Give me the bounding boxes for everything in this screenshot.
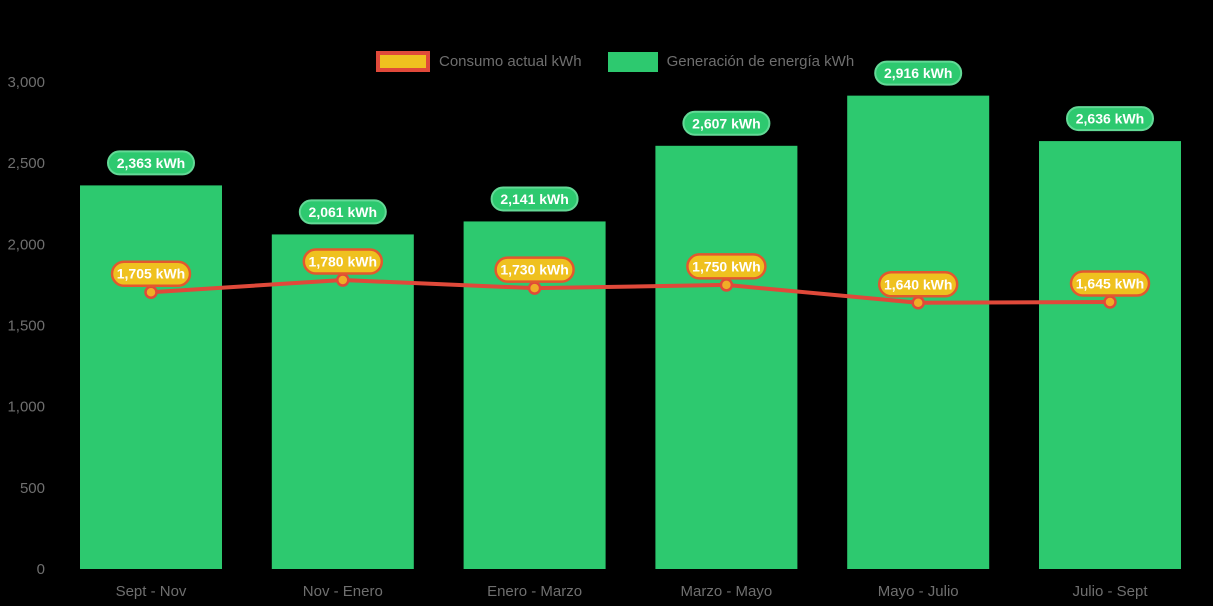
bar-value-label: 2,636 kWh — [1076, 111, 1144, 127]
line-value-label: 1,730 kWh — [500, 262, 568, 278]
line-value-badge — [877, 271, 959, 298]
consumo-legend-swatch — [376, 51, 430, 72]
y-axis-tick-label: 0 — [37, 561, 45, 578]
line-value-badge — [686, 253, 767, 280]
bar-value-label: 2,363 kWh — [117, 155, 185, 171]
x-axis-label: Sept - Nov — [116, 583, 187, 600]
line-point[interactable] — [336, 273, 350, 287]
bar-generacion[interactable] — [80, 185, 222, 570]
x-axis-label: Nov - Enero — [303, 583, 383, 600]
line-value-label: 1,750 kWh — [692, 258, 760, 274]
bar-value-badge — [874, 60, 963, 86]
line-value-badge — [1069, 270, 1151, 297]
line-value-label: 1,705 kWh — [117, 266, 185, 282]
generacion-legend-swatch — [607, 51, 658, 72]
line-point[interactable] — [1103, 295, 1117, 309]
line-value-label: 1,645 kWh — [1076, 275, 1144, 291]
line-value-label: 1,640 kWh — [884, 276, 952, 292]
x-axis-label: Julio - Sept — [1072, 583, 1148, 600]
chart-legend: Consumo actual kWh Generación de energía… — [376, 51, 854, 72]
y-axis-tick-label: 3,000 — [7, 74, 45, 91]
bar-value-badge — [682, 110, 771, 136]
line-point[interactable] — [719, 278, 734, 292]
line-value-badge — [110, 260, 192, 287]
y-axis-tick-label: 2,000 — [7, 236, 45, 253]
bar-generacion[interactable] — [847, 95, 990, 570]
bar-value-badge — [298, 199, 387, 225]
y-axis-tick-label: 1,000 — [7, 399, 45, 416]
consumo-line — [149, 278, 1112, 305]
bar-value-label: 2,916 kWh — [884, 65, 952, 81]
line-point[interactable] — [527, 281, 542, 295]
line-value-badge — [302, 248, 384, 275]
bar-generacion[interactable] — [655, 145, 798, 569]
bar-value-badge — [107, 150, 195, 176]
bar-value-badge — [1066, 106, 1154, 132]
bar-value-label: 2,061 kWh — [309, 204, 377, 220]
x-axis-label: Marzo - Mayo — [681, 583, 773, 600]
line-value-badge — [494, 256, 575, 283]
legend-item-generacion[interactable]: Generación de energía kWh — [607, 51, 855, 72]
y-axis-tick-label: 500 — [20, 480, 45, 497]
line-point[interactable] — [911, 296, 925, 310]
line-point[interactable] — [144, 285, 158, 299]
y-axis-tick-label: 2,500 — [7, 155, 45, 172]
bar-value-label: 2,141 kWh — [500, 191, 568, 207]
bar-value-label: 2,607 kWh — [692, 115, 760, 131]
bar-generacion[interactable] — [1039, 141, 1181, 569]
generacion-legend-label: Generación de energía kWh — [666, 53, 855, 70]
y-axis-tick-label: 1,500 — [7, 318, 45, 335]
x-axis-label: Mayo - Julio — [878, 583, 959, 600]
bar-value-badge — [490, 186, 579, 212]
bar-generacion[interactable] — [271, 234, 414, 569]
legend-item-consumo[interactable]: Consumo actual kWh — [376, 51, 582, 72]
line-value-label: 1,780 kWh — [309, 254, 377, 270]
x-axis-label: Enero - Marzo — [487, 583, 582, 600]
consumo-legend-label: Consumo actual kWh — [439, 53, 582, 70]
